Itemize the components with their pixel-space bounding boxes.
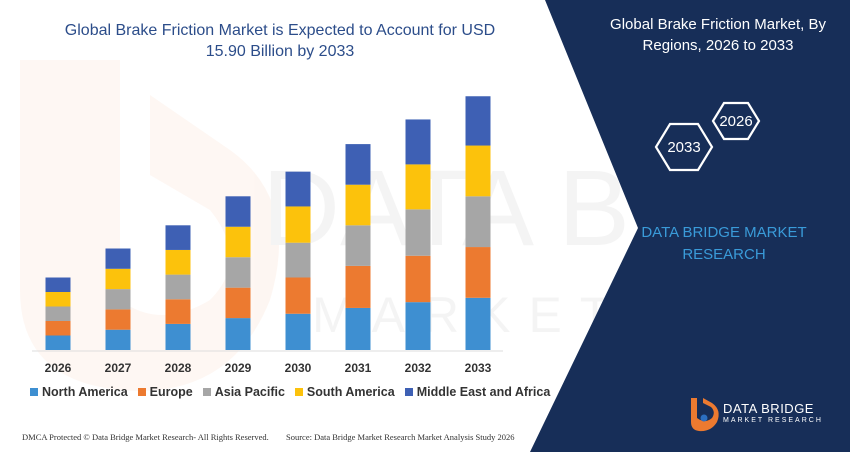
x-tick-2030: 2030: [285, 361, 312, 375]
bar-asia-pacific-2026: [45, 306, 71, 321]
bar-south-america-2029: [225, 226, 251, 258]
legend-swatch: [30, 388, 38, 396]
bar-europe-2027: [105, 309, 131, 330]
bar-south-america-2031: [345, 184, 371, 226]
bar-north-america-2028: [165, 323, 191, 350]
chart-legend: North America Europe Asia Pacific South Ame…: [30, 385, 560, 399]
legend-label: North America: [42, 385, 128, 399]
x-tick-2031: 2031: [345, 361, 372, 375]
bar-middle-east-and-africa-2029: [225, 196, 251, 227]
bar-asia-pacific-2033: [465, 196, 491, 248]
bar-south-america-2030: [285, 206, 311, 243]
x-tick-2029: 2029: [225, 361, 252, 375]
bar-middle-east-and-africa-2033: [465, 96, 491, 146]
bar-asia-pacific-2032: [405, 209, 431, 256]
x-tick-2033: 2033: [465, 361, 492, 375]
bar-middle-east-and-africa-2031: [345, 144, 371, 185]
bar-europe-2031: [345, 265, 371, 308]
legend-item-north-america: North America: [30, 385, 128, 399]
bar-north-america-2026: [45, 335, 71, 350]
chart-title: Global Brake Friction Market is Expected…: [64, 22, 496, 60]
hexagon-2033-label: 2033: [667, 139, 700, 156]
bar-north-america-2032: [405, 302, 431, 350]
legend-label: Middle East and Africa: [416, 385, 551, 399]
bar-europe-2029: [225, 287, 251, 319]
bar-europe-2033: [465, 247, 491, 298]
bar-stack-group: [45, 96, 491, 350]
logo: DATA BRIDGE MARKET RESEARCH: [723, 401, 823, 424]
footer-source: Source: Data Bridge Market Research Mark…: [286, 432, 515, 442]
bar-europe-2030: [285, 277, 311, 314]
legend-item-europe: Europe: [137, 385, 193, 399]
watermark-logo-icon: [20, 60, 279, 391]
logo-sub-text: MARKET RESEARCH: [723, 417, 823, 424]
legend-label: Asia Pacific: [214, 385, 285, 399]
bar-south-america-2028: [165, 249, 191, 275]
bar-asia-pacific-2027: [105, 289, 131, 310]
x-tick-2032: 2032: [405, 361, 432, 375]
bar-asia-pacific-2029: [225, 257, 251, 288]
footer-copyright: DMCA Protected © Data Bridge Market Rese…: [22, 432, 269, 442]
x-axis-ticks: 2026 2027 2028 2029 2030 2031 2032 2033: [45, 361, 492, 375]
legend-item-asia-pacific: Asia Pacific: [202, 385, 285, 399]
bar-europe-2026: [45, 321, 71, 336]
legend-label: South America: [306, 385, 395, 399]
right-panel: [530, 0, 850, 452]
bar-north-america-2031: [345, 307, 371, 350]
data-bridge-logo-icon: [691, 398, 719, 432]
bar-north-america-2030: [285, 313, 311, 350]
bar-north-america-2027: [105, 329, 131, 350]
bar-europe-2032: [405, 255, 431, 303]
hexagon-2033: [654, 122, 714, 172]
bar-south-america-2032: [405, 164, 431, 210]
bar-south-america-2027: [105, 268, 131, 290]
bar-south-america-2026: [45, 292, 71, 307]
logo-main-text: DATA BRIDGE: [723, 401, 814, 416]
bar-north-america-2033: [465, 297, 491, 350]
legend-swatch: [404, 388, 413, 396]
bar-middle-east-and-africa-2030: [285, 171, 311, 207]
bar-europe-2028: [165, 299, 191, 324]
bar-middle-east-and-africa-2026: [45, 277, 71, 292]
bar-middle-east-and-africa-2028: [165, 225, 191, 250]
x-tick-2027: 2027: [105, 361, 132, 375]
bar-north-america-2029: [225, 318, 251, 350]
bar-middle-east-and-africa-2027: [105, 248, 131, 269]
bar-south-america-2033: [465, 145, 491, 197]
legend-label: Europe: [149, 385, 193, 399]
legend-item-middle-east-and-africa: Middle East and Africa: [404, 385, 551, 399]
hexagon-2026: [711, 101, 761, 141]
hexagon-2026-label: 2026: [719, 113, 752, 130]
legend-swatch: [202, 388, 211, 396]
right-panel-title: Global Brake Friction Market, By Regions…: [610, 16, 826, 54]
x-tick-2028: 2028: [165, 361, 192, 375]
brand-name: DATA BRIDGE MARKET RESEARCH: [641, 224, 807, 263]
bar-middle-east-and-africa-2032: [405, 119, 431, 165]
legend-swatch: [294, 388, 303, 396]
legend-swatch: [137, 388, 146, 396]
bar-asia-pacific-2028: [165, 274, 191, 300]
bar-asia-pacific-2031: [345, 225, 371, 266]
legend-item-south-america: South America: [294, 385, 395, 399]
bar-asia-pacific-2030: [285, 242, 311, 278]
x-tick-2026: 2026: [45, 361, 72, 375]
